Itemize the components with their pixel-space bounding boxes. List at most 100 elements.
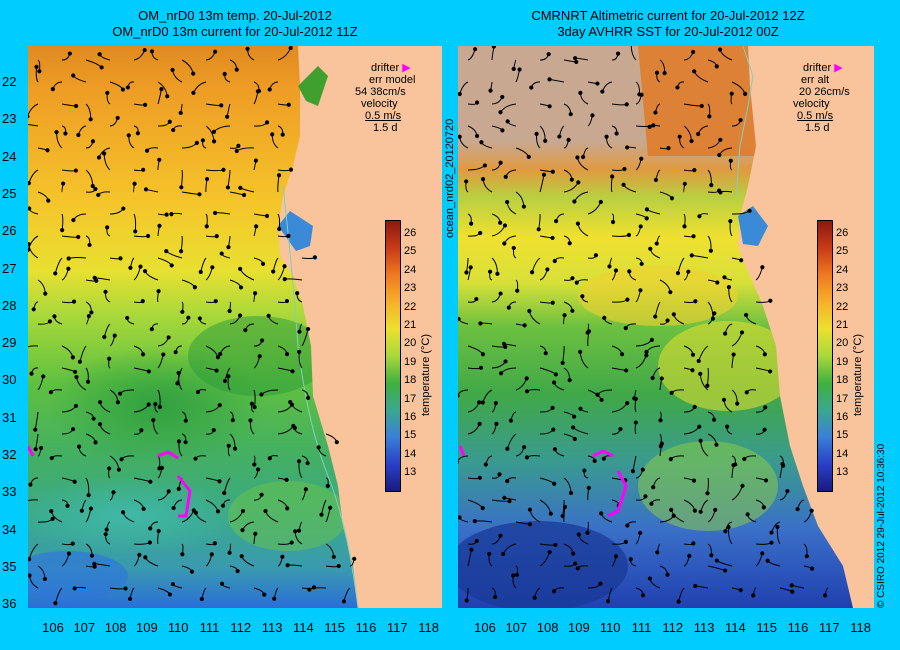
vector-head [494, 421, 499, 426]
vector-head [644, 216, 649, 221]
vector-head [140, 352, 146, 357]
latitude-tick-label: 32 [2, 447, 17, 462]
vector-head [593, 253, 599, 258]
vector-head [643, 494, 648, 499]
vector-head [214, 233, 219, 239]
vector-head [566, 137, 571, 142]
vector-head [66, 551, 72, 556]
vector-head [543, 351, 548, 356]
vector-head [675, 271, 681, 276]
vector-head [89, 310, 94, 315]
vector-head [198, 269, 203, 275]
vector-head [464, 270, 469, 275]
vector-head [226, 245, 231, 250]
vector-head [575, 566, 580, 571]
vector-head [88, 117, 93, 122]
shark-bay [738, 206, 768, 246]
vector-head [498, 533, 503, 538]
vector-head [180, 309, 185, 314]
vector-head [698, 371, 703, 376]
vector-head [139, 428, 144, 433]
vector-head [243, 328, 248, 333]
colorbar-tick-label: 19 [836, 355, 849, 368]
vector-head [547, 77, 552, 82]
left-legend: drifter ▶ err model 54 38cm/s velocity 0… [355, 62, 415, 134]
current-streamline [28, 499, 39, 502]
vector-head [226, 443, 231, 448]
longitude-tick-label: 111 [631, 620, 652, 635]
vector-head [709, 553, 714, 558]
vector-head [769, 540, 774, 545]
vector-head [204, 224, 209, 229]
vector-head [595, 81, 600, 86]
vector-head [578, 90, 583, 95]
vector-head [145, 233, 151, 239]
vector-head [666, 146, 671, 151]
vector-head [522, 323, 527, 328]
vector-head [234, 67, 239, 72]
vector-head [501, 341, 507, 346]
vector-head [213, 299, 218, 304]
vector-head [85, 379, 91, 384]
vector-head [480, 400, 485, 405]
vector-head [728, 158, 733, 163]
colorbar-tick-label: 15 [836, 429, 849, 442]
legend-velocity-scale: 0.5 m/s [797, 110, 834, 122]
vector-head [530, 270, 535, 275]
longitude-tick-label: 108 [104, 620, 127, 635]
vector-head [191, 71, 196, 76]
latitude-tick-label: 33 [2, 484, 17, 500]
vector-head [115, 400, 121, 405]
vector-head [286, 233, 291, 238]
vector-head [142, 47, 147, 53]
vector-head [810, 566, 815, 571]
vector-head [582, 468, 587, 473]
vector-head [546, 52, 551, 57]
vector-head [477, 475, 482, 480]
vector-head [74, 374, 79, 380]
vector-head [199, 596, 204, 602]
vector-head [659, 441, 664, 446]
latitude-tick-label: 26 [2, 223, 17, 239]
vector-head [599, 397, 604, 403]
vector-head [193, 456, 198, 461]
vector-head [487, 551, 492, 557]
vector-head [625, 523, 630, 528]
vector-head [690, 368, 695, 373]
vector-head [175, 381, 180, 386]
longitude-tick-label: 116 [787, 620, 809, 635]
vector-head [568, 490, 574, 496]
vector-head [607, 264, 612, 269]
vector-head [474, 100, 480, 105]
vector-head [567, 378, 572, 383]
colorbar-tick-label: 13 [404, 466, 417, 479]
vector-head [284, 477, 289, 482]
vector-head [474, 296, 479, 302]
vector-head [90, 139, 96, 144]
vector-head [306, 395, 311, 400]
vector-head [169, 263, 174, 268]
vector-head [480, 506, 485, 511]
vector-head [140, 299, 145, 304]
vector-head [742, 91, 748, 97]
vector-head [225, 114, 230, 119]
vector-head [239, 554, 244, 559]
vector-head [132, 181, 137, 186]
latitude-tick-label: 24 [2, 148, 17, 164]
vector-head [482, 163, 488, 168]
colorbar-tick-label: 17 [404, 392, 417, 405]
vector-head [574, 280, 579, 285]
vector-head [502, 223, 508, 228]
vector-head [28, 247, 31, 252]
right-colorbar-label: temperature (°C) [852, 333, 864, 416]
left-title-line2: OM_nrD0 13m current for 20-Jul-2012 11Z [112, 24, 358, 39]
vector-head [618, 426, 623, 432]
vector-head [116, 467, 122, 472]
vector-head [790, 589, 795, 594]
vector-head [161, 352, 166, 357]
vector-head [180, 552, 185, 557]
vector-head [28, 573, 32, 578]
vector-head [511, 245, 516, 251]
right-title-line2: 3day AVHRR SST for 20-Jul-2012 00Z [557, 24, 779, 39]
longitude-tick-label: 112 [230, 620, 252, 635]
